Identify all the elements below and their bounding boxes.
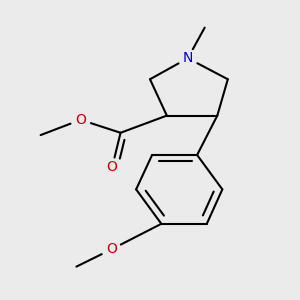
Text: O: O (107, 160, 118, 174)
Text: O: O (106, 242, 117, 256)
Text: O: O (75, 113, 86, 127)
Text: N: N (183, 51, 193, 65)
